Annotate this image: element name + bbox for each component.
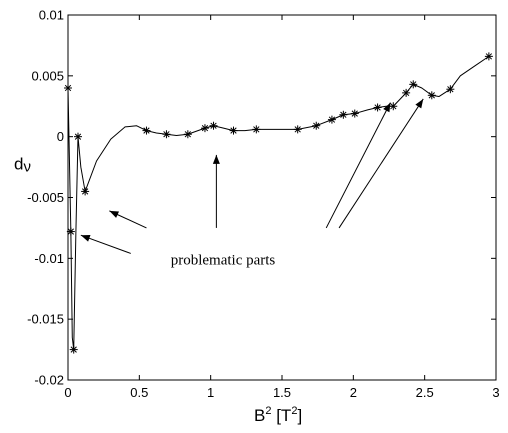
data-point-asterisk [252, 125, 261, 134]
data-point-asterisk [183, 130, 192, 139]
data-point-asterisk [66, 227, 75, 236]
annotation-arrow-head [383, 102, 391, 113]
annotation-arrow-head [212, 154, 220, 164]
x-tick-label: 0 [64, 385, 71, 400]
y-tick-label: -0.015 [27, 312, 64, 327]
x-tick-label: 2 [350, 385, 357, 400]
annotation-arrow-line [338, 98, 424, 229]
y-tick-label: 0.005 [31, 68, 64, 83]
annotation-arrow-head [109, 210, 120, 218]
annotation-arrow-line [325, 102, 391, 229]
plot-area [67, 14, 497, 381]
data-point-asterisk [64, 84, 72, 92]
data-point-asterisk [409, 80, 418, 89]
x-tick-label: 2.5 [416, 385, 434, 400]
data-point-asterisk [293, 125, 302, 134]
data-point-asterisk [389, 102, 398, 111]
data-point-asterisk [402, 88, 411, 97]
data-point-asterisk [312, 121, 321, 130]
data-point-asterisk [162, 130, 171, 139]
axes: 0 0.5 1 1.5 2 2.5 3 -0.02 -0.015 -0.01 -0.005 0 0.00… [27, 8, 499, 401]
x-axis-label: B2 [T2] [254, 405, 302, 425]
data-point-asterisk [484, 52, 493, 61]
x-tick-label: 1.5 [273, 385, 291, 400]
y-tick-label: -0.02 [34, 373, 64, 388]
series-group [64, 52, 493, 354]
data-point-asterisk [339, 110, 348, 119]
data-point-asterisk [327, 115, 336, 124]
y-tick-label: -0.005 [27, 190, 64, 205]
data-point-asterisk [200, 124, 209, 133]
data-point-asterisk [350, 109, 359, 118]
y-tick-label: 0 [57, 129, 64, 144]
annotations-group: problematic parts [80, 98, 424, 268]
data-point-asterisk [373, 103, 382, 112]
data-point-asterisk [73, 132, 82, 141]
data-point-asterisk [229, 126, 238, 135]
annotation-text: problematic parts [171, 252, 276, 268]
data-point-asterisk [69, 345, 78, 354]
x-tick-label: 0.5 [130, 385, 148, 400]
y-tick-label: 0.01 [39, 8, 64, 23]
series-line [67, 55, 490, 351]
annotation-arrow-head [415, 98, 424, 109]
data-point-asterisk [81, 187, 90, 196]
x-tick-label: 3 [492, 385, 499, 400]
data-point-asterisk [446, 85, 455, 94]
data-point-asterisk [142, 126, 151, 135]
data-point-asterisk [427, 91, 436, 100]
data-point-asterisk [209, 121, 218, 130]
annotation-arrow-head [80, 235, 91, 242]
x-tick-label: 1 [207, 385, 214, 400]
y-tick-label: -0.01 [34, 251, 64, 266]
y-axis-label: dν [14, 155, 31, 176]
